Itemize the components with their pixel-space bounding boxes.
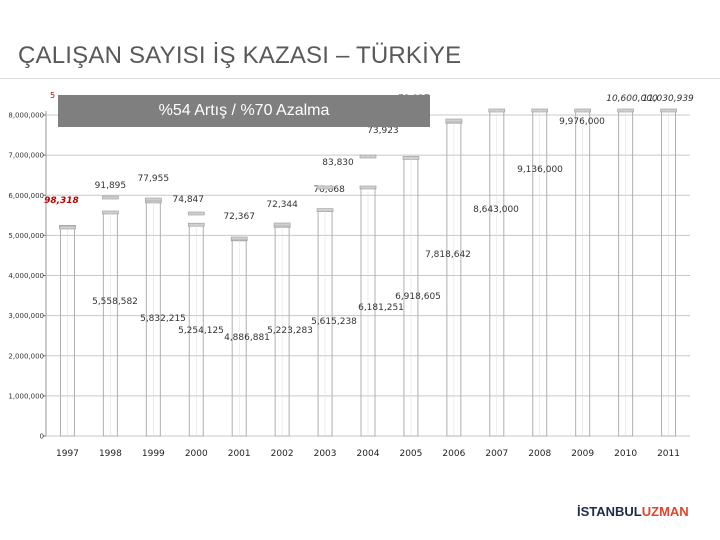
y-tick-label: 6,000,000 (8, 192, 44, 200)
employee-data-label: 5,254,125 (178, 326, 224, 336)
y-tick-label: 5,000,000 (8, 232, 44, 240)
accident-marker (187, 211, 205, 216)
employee-data-label: 6,918,605 (395, 292, 441, 302)
x-tick-label: 1999 (142, 449, 165, 459)
accident-data-label: 83,830 (322, 158, 354, 168)
accident-data-label: 74,847 (173, 195, 205, 205)
employee-data-label: 10,600,000 (606, 94, 658, 104)
x-tick-label: 1998 (99, 449, 122, 459)
x-tick-label: 2006 (442, 449, 465, 459)
x-tick-label: 2010 (614, 449, 637, 459)
accident-data-label: 72,344 (266, 200, 298, 210)
y-tick-label: 1,000,000 (8, 392, 44, 400)
page-title: ÇALIŞAN SAYISI İŞ KAZASI – TÜRKİYE (18, 42, 462, 69)
employee-data-label: 4,886,881 (224, 333, 270, 343)
accident-data-label: 72,367 (223, 212, 255, 222)
change-banner: %54 Artış / %70 Azalma (58, 95, 430, 127)
y-tick-label: 2,000,000 (8, 352, 44, 360)
accident-marker (445, 118, 463, 123)
employee-data-label: 7,818,642 (425, 250, 471, 260)
x-tick-label: 2005 (399, 449, 422, 459)
accident-data-label: 77,955 (138, 174, 170, 184)
employee-data-label: 6,181,251 (358, 303, 404, 313)
accident-data-label: 91,895 (95, 181, 127, 191)
y-tick-label: 4,000,000 (8, 272, 44, 280)
x-tick-label: 2001 (228, 449, 251, 459)
logo-part-2: UZMAN (641, 504, 689, 519)
accident-marker (316, 185, 334, 190)
accident-marker (230, 236, 248, 241)
x-tick-label: 2002 (271, 449, 294, 459)
employee-data-label: 5,558,582 (92, 297, 138, 307)
employee-data-label: 5,615,238 (311, 317, 357, 327)
y-tick-label: 8,000,000 (8, 112, 44, 120)
accident-data-label: 98,318 (44, 196, 79, 206)
accident-marker (102, 195, 119, 200)
x-tick-label: 2007 (485, 449, 508, 459)
y-tick-label: 3,000,000 (8, 312, 44, 320)
x-tick-label: 2009 (571, 449, 594, 459)
x-tick-label: 2011 (657, 449, 680, 459)
accident-data-label: 76,668 (313, 185, 345, 195)
accident-marker (59, 225, 76, 230)
y-tick-label: 0 (40, 433, 44, 441)
employee-data-label: 9,136,000 (517, 165, 563, 175)
employee-data-label: 9,976,000 (559, 117, 605, 127)
employee-data-label: 5,832,215 (140, 314, 186, 324)
accident-data-label: 73,923 (367, 126, 399, 136)
x-tick-label: 1997 (56, 449, 79, 459)
x-tick-label: 2008 (528, 449, 551, 459)
employee-data-label: 8,643,000 (473, 205, 519, 215)
x-tick-label: 2004 (357, 449, 380, 459)
y-tick-label: 7,000,000 (8, 152, 44, 160)
accident-marker (359, 154, 377, 159)
brand-logo: İSTANBULUZMAN (577, 504, 689, 519)
x-tick-label: 2000 (185, 449, 208, 459)
employee-data-label: 5,223,283 (267, 326, 313, 336)
accident-marker (273, 222, 291, 227)
accident-marker (145, 197, 162, 202)
employee-data-label: 11,030,939 (642, 94, 694, 104)
logo-part-1: İSTANBUL (577, 504, 642, 519)
title-divider (0, 78, 720, 79)
banner-stub-label: 5 (50, 91, 56, 100)
x-tick-label: 2003 (314, 449, 337, 459)
